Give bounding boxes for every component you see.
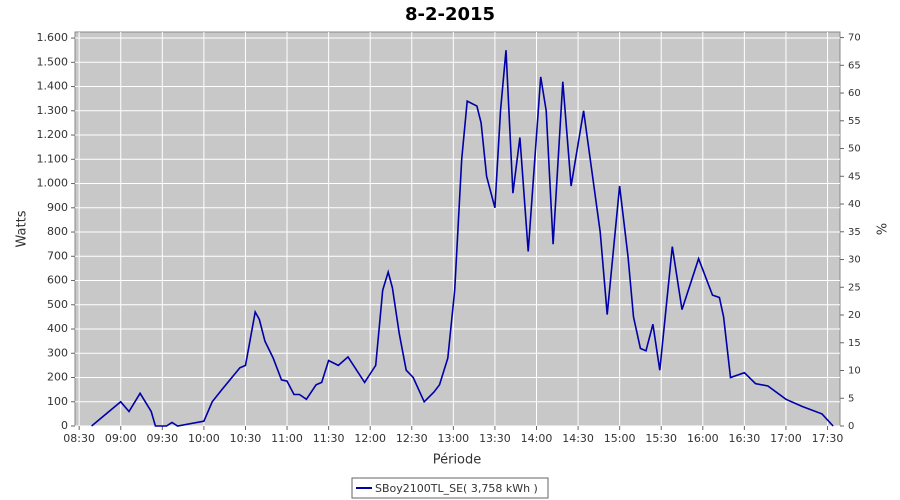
y2-tick-label: 65 — [848, 60, 861, 71]
y2-tick-label: 55 — [848, 116, 861, 127]
y-tick-label: 1.300 — [37, 104, 69, 117]
x-tick-label: 16:30 — [729, 432, 761, 445]
y-tick-label: 300 — [47, 346, 68, 359]
y2-tick-label: 70 — [848, 33, 861, 44]
x-tick-label: 14:00 — [521, 432, 553, 445]
y2-tick-label: 5 — [848, 393, 854, 404]
x-tick-label: 09:00 — [105, 432, 137, 445]
chart-title: 8-2-2015 — [405, 4, 495, 25]
x-tick-label: 13:30 — [479, 432, 511, 445]
y-tick-label: 0 — [61, 419, 68, 432]
y2-tick-label: 45 — [848, 171, 861, 182]
y-tick-label: 1.400 — [37, 80, 69, 93]
x-tick-label: 13:00 — [437, 432, 469, 445]
x-tick-label: 15:00 — [604, 432, 636, 445]
x-tick-label: 14:30 — [562, 432, 594, 445]
x-axis-label: Période — [433, 453, 482, 468]
y2-axis-label: % — [873, 223, 888, 235]
x-tick-label: 09:30 — [146, 432, 178, 445]
y2-tick-label: 15 — [848, 338, 861, 349]
y-tick-label: 800 — [47, 225, 68, 238]
x-tick-label: 10:30 — [230, 432, 262, 445]
y2-tick-label: 0 — [848, 421, 854, 432]
y2-tick-label: 10 — [848, 366, 861, 377]
x-tick-label: 17:00 — [770, 432, 802, 445]
y2-tick-label: 40 — [848, 199, 861, 210]
y2-tick-label: 60 — [848, 88, 861, 99]
y-tick-label: 600 — [47, 274, 68, 287]
x-tick-label: 12:00 — [354, 432, 386, 445]
y-tick-label: 1.200 — [37, 128, 69, 141]
y-tick-label: 1.000 — [37, 177, 69, 190]
y-tick-label: 400 — [47, 322, 68, 335]
x-tick-label: 12:30 — [396, 432, 428, 445]
y-tick-label: 200 — [47, 371, 68, 384]
x-tick-label: 11:30 — [313, 432, 345, 445]
legend — [351, 477, 549, 499]
y-tick-label: 1.600 — [37, 31, 69, 44]
y2-tick-label: 25 — [848, 282, 861, 293]
y-tick-label: 700 — [47, 249, 68, 262]
y2-tick-label: 50 — [848, 144, 861, 155]
y-tick-label: 100 — [47, 395, 68, 408]
x-tick-label: 08:30 — [63, 432, 95, 445]
y2-tick-label: 35 — [848, 227, 861, 238]
y-axis-label: Watts — [15, 210, 30, 247]
y-tick-label: 1.500 — [37, 55, 69, 68]
x-tick-label: 16:00 — [687, 432, 719, 445]
legend-label: SBoy2100TL_SE( 3,758 kWh ) — [375, 482, 538, 495]
x-tick-label: 17:30 — [812, 432, 844, 445]
y-tick-label: 500 — [47, 298, 68, 311]
y-tick-label: 1.100 — [37, 152, 69, 165]
x-tick-label: 11:00 — [271, 432, 303, 445]
x-tick-label: 15:30 — [645, 432, 677, 445]
y2-tick-label: 20 — [848, 310, 861, 321]
series-line — [91, 50, 834, 427]
y-tick-label: 900 — [47, 201, 68, 214]
y2-tick-label: 30 — [848, 255, 861, 266]
x-tick-label: 10:00 — [188, 432, 220, 445]
